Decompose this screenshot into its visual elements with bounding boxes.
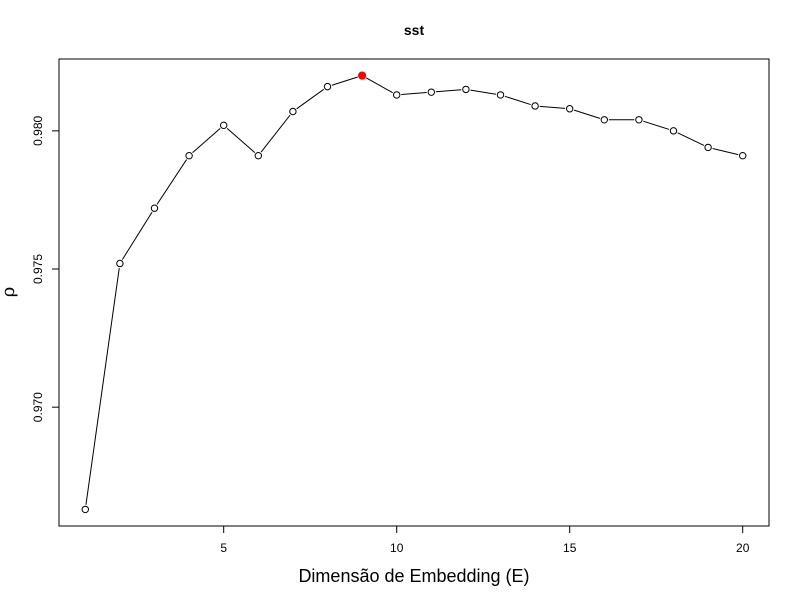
data-point bbox=[600, 116, 609, 124]
series-line-segment bbox=[470, 89, 497, 95]
series-line-segment bbox=[539, 105, 566, 109]
y-axis-label: ρ bbox=[0, 287, 19, 298]
data-point bbox=[323, 82, 332, 91]
data-point bbox=[392, 91, 401, 99]
data-point bbox=[669, 127, 678, 135]
data-point bbox=[254, 152, 262, 160]
y-tick-label: 0.975 bbox=[31, 254, 45, 284]
x-tick-label: 10 bbox=[390, 541, 404, 555]
x-tick-label: 20 bbox=[736, 541, 750, 555]
series-line-segment bbox=[260, 114, 291, 153]
x-axis: 5 10 15 20 bbox=[220, 525, 750, 555]
y-tick-label: 0.980 bbox=[31, 116, 45, 146]
y-tick-label: 0.970 bbox=[31, 392, 45, 422]
series-line-segment bbox=[504, 95, 531, 106]
data-point bbox=[427, 88, 436, 96]
data-point bbox=[635, 116, 643, 124]
data-point bbox=[496, 91, 505, 99]
data-point bbox=[116, 259, 124, 268]
series-line-segment bbox=[712, 148, 739, 156]
data-point bbox=[739, 152, 747, 160]
y-axis: 0.970 0.975 0.980 bbox=[31, 116, 60, 422]
series-line-segment bbox=[296, 88, 325, 110]
series-line-segment bbox=[435, 89, 462, 93]
series-line-segment bbox=[331, 76, 358, 86]
data-point bbox=[566, 105, 574, 113]
x-tick-label: 15 bbox=[563, 541, 577, 555]
x-tick-label: 5 bbox=[220, 541, 227, 555]
series-line-segment bbox=[677, 132, 705, 146]
highlight-point bbox=[357, 71, 367, 80]
data-point bbox=[704, 143, 712, 152]
x-axis-label: Dimensão de Embedding (E) bbox=[298, 566, 529, 586]
series-line-segment bbox=[401, 92, 427, 96]
data-point bbox=[185, 152, 193, 160]
chart-title: sst bbox=[404, 22, 425, 38]
data-point bbox=[219, 121, 228, 130]
data-point bbox=[81, 505, 89, 514]
series-line-segment bbox=[156, 159, 187, 205]
data-point bbox=[531, 102, 539, 110]
series-line-segment bbox=[192, 127, 221, 154]
series-line-segment bbox=[85, 267, 120, 505]
plot-frame bbox=[58, 58, 770, 527]
data-point bbox=[289, 107, 297, 116]
series-line-segment bbox=[643, 120, 670, 130]
series-line-segment bbox=[573, 109, 601, 119]
series-line-segment bbox=[365, 77, 393, 94]
series-line-segment bbox=[226, 127, 256, 154]
data-point bbox=[462, 85, 470, 94]
data-point bbox=[150, 204, 159, 212]
series-group bbox=[81, 71, 747, 514]
series-line-segment bbox=[121, 211, 153, 260]
